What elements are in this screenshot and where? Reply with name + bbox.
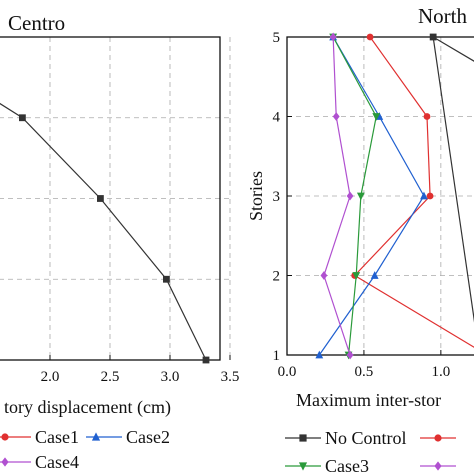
legend-label: Case1 — [35, 427, 79, 447]
left-panel: Centro 1.52.02.53.03.5 tory displacement… — [0, 11, 239, 472]
legend-marker — [298, 462, 308, 471]
right-data-point — [429, 33, 437, 41]
left-grid — [0, 37, 231, 360]
left-data-point — [97, 195, 104, 202]
legend-label: Case2 — [126, 427, 170, 447]
legend-marker — [299, 434, 307, 442]
left-series-group — [0, 102, 210, 364]
right-data-point — [356, 192, 365, 201]
right-axis-ticks: 0.0 0.5 1.0 1 2 3 4 5 — [273, 30, 451, 380]
right-y-axis-label: Stories — [246, 171, 266, 221]
left-data-point — [19, 114, 26, 122]
right-y-tick-label: 5 — [273, 30, 281, 46]
left-x-tick-label: 2.5 — [101, 369, 120, 385]
right-data-point — [426, 192, 434, 200]
right-data-point — [346, 350, 354, 360]
right-series-group — [315, 32, 474, 360]
legend-marker — [91, 432, 101, 441]
right-grid — [287, 37, 474, 355]
right-data-point — [366, 33, 374, 41]
left-chart-title: Centro — [8, 11, 65, 35]
legend-marker — [434, 434, 442, 442]
right-x-tick-label: 1.0 — [431, 364, 450, 380]
right-data-point — [423, 113, 431, 120]
left-x-tick-label: 3.5 — [221, 369, 240, 385]
left-plot-frame — [0, 36, 221, 361]
left-series-line — [0, 102, 207, 361]
right-data-point — [346, 191, 354, 201]
right-y-tick-label: 3 — [273, 189, 281, 205]
right-data-point — [420, 191, 428, 200]
legend-label: Case3 — [325, 456, 369, 474]
right-data-point — [329, 32, 337, 42]
right-data-point — [320, 271, 328, 280]
left-x-axis-label: tory displacement (cm) — [4, 397, 171, 418]
legend-marker — [1, 433, 9, 441]
left-x-ticks: 1.52.02.53.03.5 — [41, 355, 240, 385]
left-data-point — [202, 356, 210, 364]
left-legend: Case1 Case2 Case4 — [0, 427, 170, 472]
right-x-tick-label: 0.5 — [355, 364, 374, 380]
right-data-point — [332, 112, 340, 121]
legend-marker — [1, 457, 9, 467]
left-data-point — [163, 275, 170, 283]
right-panel: North 0.0 0.5 1.0 1 2 3 4 5 Stories Maximum int… — [246, 4, 474, 474]
right-x-axis-label: Maximum inter-stor — [296, 390, 441, 410]
left-x-tick-label: 2.0 — [41, 369, 60, 385]
right-data-point — [372, 113, 381, 121]
right-data-point — [315, 350, 324, 359]
right-chart-title: North — [418, 4, 467, 28]
legend-marker — [434, 461, 442, 471]
right-y-tick-label: 2 — [273, 269, 281, 285]
legend-label: No Control — [325, 428, 407, 448]
right-y-tick-label: 4 — [273, 110, 281, 126]
legend-label: Case4 — [35, 452, 79, 472]
right-data-point — [370, 271, 379, 279]
left-x-tick-label: 3.0 — [161, 369, 180, 385]
right-legend: No Control Case3 — [285, 428, 456, 474]
right-data-point — [352, 272, 361, 280]
right-y-tick-label: 1 — [273, 348, 281, 364]
right-x-tick-label: 0.0 — [278, 364, 297, 380]
